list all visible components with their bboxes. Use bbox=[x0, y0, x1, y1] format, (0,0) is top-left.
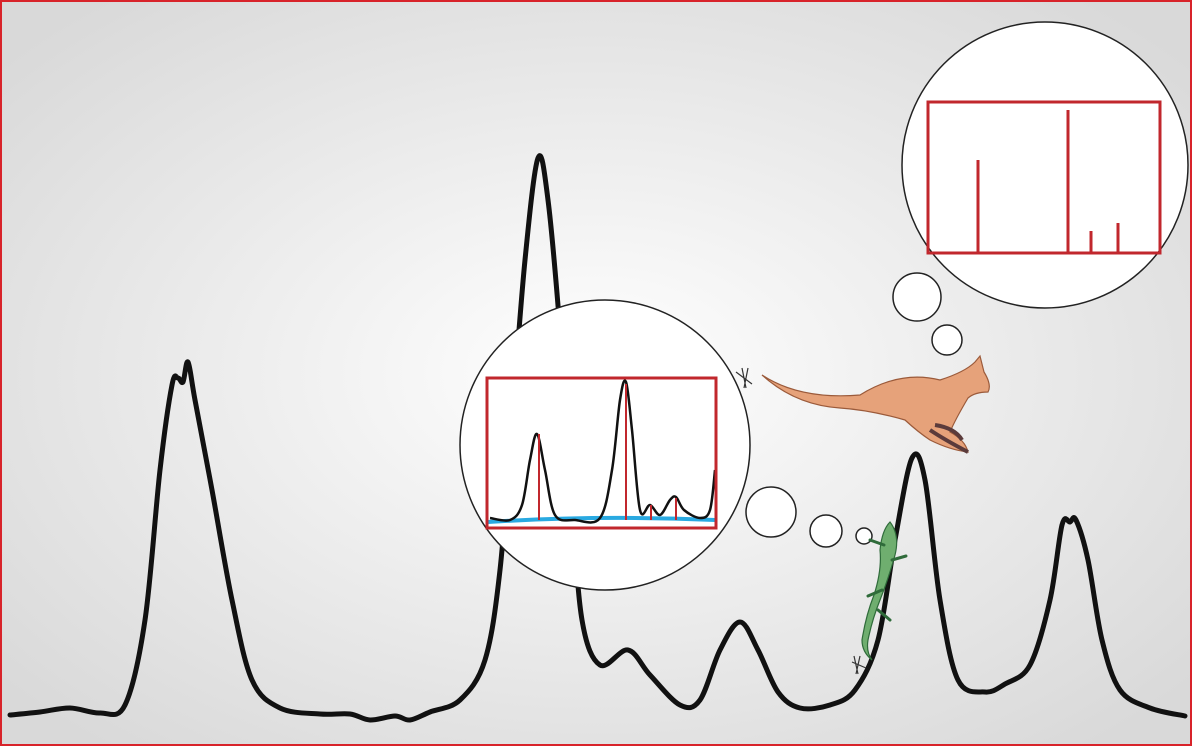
kangaroo bbox=[735, 354, 990, 454]
bubble bbox=[931, 324, 963, 356]
bubble bbox=[892, 272, 942, 322]
bubble bbox=[745, 486, 797, 538]
circle bbox=[459, 299, 751, 591]
stick-lines bbox=[976, 110, 1120, 253]
zoom-circle-lower bbox=[459, 299, 751, 591]
kangaroo-body bbox=[761, 354, 990, 453]
bubble bbox=[855, 527, 873, 545]
kangaroo-feet bbox=[928, 423, 969, 454]
lizard bbox=[851, 521, 908, 675]
motion-mark bbox=[735, 367, 753, 389]
thought-bubbles bbox=[745, 272, 963, 548]
lizard-legs bbox=[866, 538, 908, 622]
inset-curve bbox=[489, 379, 717, 524]
zoom-circle-upper bbox=[901, 21, 1189, 309]
inset-frame bbox=[485, 376, 718, 530]
circle bbox=[901, 21, 1189, 309]
bubble bbox=[809, 514, 843, 548]
peak-lines bbox=[538, 384, 677, 520]
inset-frame bbox=[926, 100, 1162, 255]
motion-mark bbox=[851, 655, 867, 675]
